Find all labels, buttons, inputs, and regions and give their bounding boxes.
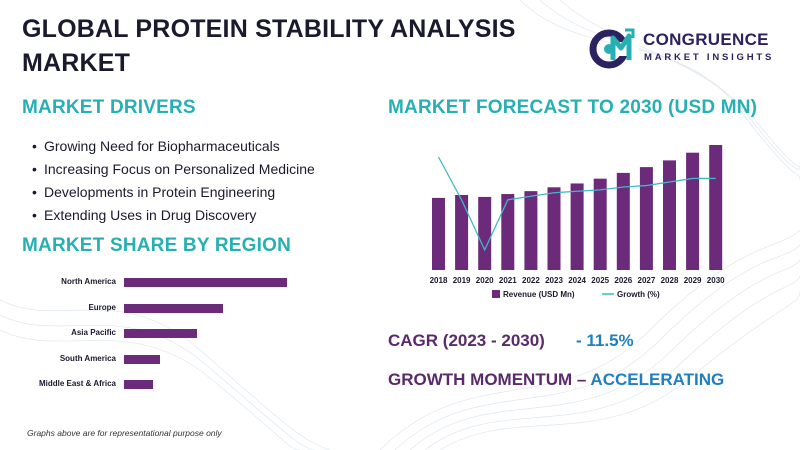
legend-revenue-label: Revenue (USD Mn) <box>503 290 575 299</box>
year-tick-label: 2020 <box>476 276 494 285</box>
driver-item: Extending Uses in Drug Discovery <box>32 204 315 227</box>
cagr-label: CAGR (2023 - 2030) <box>388 331 545 350</box>
region-label: Middle East & Africa <box>38 379 116 388</box>
title-line-2: MARKET <box>22 49 131 77</box>
year-tick-label: 2027 <box>638 276 656 285</box>
cm-logo-icon <box>589 28 639 69</box>
region-bar <box>124 380 154 389</box>
page-title: GLOBAL PROTEIN STABILITY ANALYSIS MARKET <box>22 12 582 80</box>
growth-momentum: GROWTH MOMENTUM – ACCELERATING <box>388 370 724 390</box>
forecast-heading: MARKET FORECAST TO 2030 (USD MN) <box>388 97 758 118</box>
revenue-bar <box>547 187 561 270</box>
driver-item: Growing Need for Biopharmaceuticals <box>32 135 315 158</box>
region-bar <box>124 303 224 313</box>
region-share-chart: North America Europe Asia Pacific South Ame… <box>20 268 350 398</box>
year-tick-label: 2019 <box>453 276 471 285</box>
revenue-bar <box>616 172 630 270</box>
revenue-bar <box>686 152 700 270</box>
year-tick-label: 2021 <box>499 276 517 285</box>
title-line-1: GLOBAL PROTEIN STABILITY ANALYSIS <box>22 15 516 43</box>
revenue-bar <box>432 197 445 270</box>
region-label: Asia Pacific <box>71 328 116 337</box>
revenue-bar <box>639 167 653 270</box>
revenue-bar <box>501 194 515 270</box>
driver-item: Developments in Protein Engineering <box>32 181 315 204</box>
market-drivers-list: Growing Need for Biopharmaceuticals Incr… <box>32 135 315 227</box>
logo-tagline: MARKET INSIGHTS <box>644 52 775 63</box>
region-bar <box>124 329 198 338</box>
year-tick-label: 2026 <box>614 276 632 285</box>
growth-line <box>437 156 716 252</box>
year-tick-label: 2018 <box>430 276 448 285</box>
year-tick-label: 2028 <box>661 276 679 285</box>
region-bar <box>124 354 160 364</box>
region-bar <box>124 278 287 287</box>
logo-wordmark: CONGRUENCE <box>643 30 769 49</box>
region-label: Europe <box>88 302 116 312</box>
year-tick-label: 2029 <box>684 276 702 285</box>
year-tick-label: 2023 <box>545 276 563 285</box>
year-tick-label: 2022 <box>522 276 540 285</box>
year-tick-label: 2030 <box>707 276 725 285</box>
revenue-bar <box>593 178 607 270</box>
growth-momentum-value: ACCELERATING <box>590 370 725 389</box>
legend-growth-label: Growth (%) <box>617 290 660 299</box>
cagr-value: - 11.5% <box>576 331 634 350</box>
company-logo: CONGRUENCE MARKET INSIGHTS <box>585 24 790 72</box>
revenue-bar <box>478 196 492 270</box>
forecast-chart: 2018 2019 2020 2021 2022 2023 2024 2025 2026 2027… <box>430 145 725 299</box>
revenue-bar <box>570 183 584 270</box>
year-tick-label: 2025 <box>591 276 609 285</box>
year-tick-label: 2024 <box>568 276 586 285</box>
footnote: Graphs above are for representational pu… <box>27 428 222 438</box>
market-share-heading: MARKET SHARE BY REGION <box>22 235 292 256</box>
driver-item: Increasing Focus on Personalized Medicin… <box>32 158 315 181</box>
market-drivers-heading: MARKET DRIVERS <box>22 97 196 118</box>
revenue-bar <box>709 145 723 270</box>
revenue-bar <box>663 160 676 270</box>
region-label: South America <box>59 353 116 363</box>
legend-revenue-swatch <box>492 290 500 298</box>
revenue-bar <box>455 195 469 270</box>
region-label: North America <box>61 277 116 286</box>
growth-momentum-label: GROWTH MOMENTUM – <box>388 370 587 389</box>
revenue-bar <box>524 191 538 270</box>
